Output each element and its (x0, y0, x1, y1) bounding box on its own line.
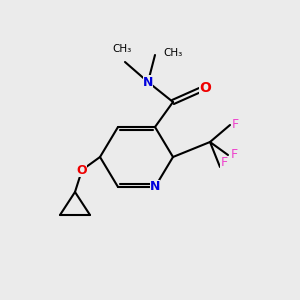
Text: F: F (231, 118, 239, 131)
Text: F: F (220, 157, 228, 169)
Text: CH₃: CH₃ (112, 44, 132, 54)
Text: O: O (77, 164, 87, 176)
Text: N: N (143, 76, 153, 88)
Text: O: O (199, 81, 211, 95)
Text: F: F (230, 148, 238, 160)
Text: N: N (150, 181, 160, 194)
Text: CH₃: CH₃ (163, 48, 182, 58)
